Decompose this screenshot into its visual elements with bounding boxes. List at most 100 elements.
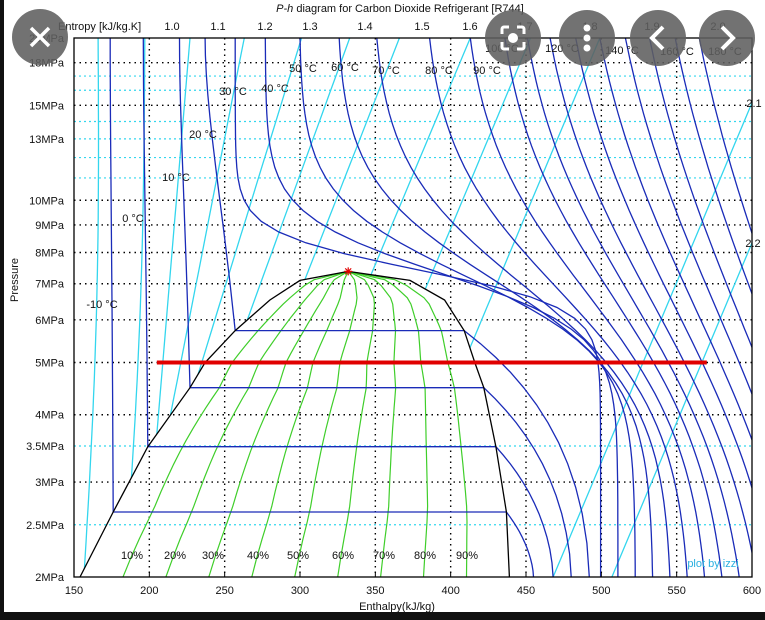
y-tick-label: 5MPa [35, 358, 65, 370]
isotherm-label: 30 °C [219, 86, 247, 98]
entropy-label: 1.5 [414, 21, 429, 33]
y-tick-label: 6MPa [35, 315, 65, 327]
lens-search-icon [500, 25, 526, 51]
chevron-left-icon [649, 25, 665, 51]
quality-line [165, 270, 349, 577]
x-axis-label: Enthalpy(kJ/kg) [359, 601, 435, 613]
isentrope-line [303, 38, 532, 577]
y-tick-label: 13MPa [29, 134, 65, 146]
quality-label: 50% [287, 550, 309, 562]
entropy-label: 1.4 [357, 21, 372, 33]
isotherm-line [504, 38, 723, 577]
isentrope-line [144, 38, 191, 577]
isotherm-line [648, 38, 752, 350]
isentrope-line [123, 38, 146, 577]
quality-line [348, 270, 468, 577]
next-image-button[interactable] [699, 10, 755, 66]
y-tick-label: 3.5MPa [26, 441, 65, 453]
chevron-right-icon [720, 25, 736, 51]
x-tick-label: 150 [65, 585, 83, 597]
x-tick-label: 400 [441, 585, 459, 597]
isotherm-label: 50 °C [289, 63, 317, 75]
isotherm-label: 80 °C [425, 65, 453, 77]
isotherm-line [526, 38, 740, 577]
x-tick-label: 250 [215, 585, 233, 597]
x-tick-label: 600 [743, 585, 761, 597]
isotherm-line [376, 38, 671, 577]
x-tick-label: 300 [291, 585, 309, 597]
x-tick-label: 200 [140, 585, 158, 597]
isotherm-line [469, 38, 706, 577]
y-tick-label: 3MPa [35, 477, 65, 489]
x-tick-label: 450 [517, 585, 535, 597]
close-icon [29, 26, 51, 48]
quality-line [337, 270, 376, 577]
isentrope-line [611, 38, 752, 577]
entropy-axis-label: Entropy [kJ/kg.K] [58, 21, 141, 33]
isotherm-label: 70 °C [372, 65, 400, 77]
isotherm-line [428, 38, 688, 577]
isentrope-line [135, 38, 303, 577]
quality-line [122, 270, 349, 577]
isentrope-line [187, 38, 401, 577]
quality-line [251, 271, 349, 577]
previous-image-button[interactable] [630, 10, 686, 66]
quality-label: 40% [247, 550, 269, 562]
y-tick-label: 9MPa [35, 220, 65, 232]
critical-point-marker [344, 267, 353, 276]
isotherm-line [549, 38, 752, 556]
isotherm-line [599, 38, 752, 442]
entropy-label: 1.2 [257, 21, 272, 33]
entropy-label: 1.1 [210, 21, 225, 33]
quality-label: 60% [332, 550, 354, 562]
chart-title-rest: diagram for Carbon Dioxide Refrigerant [… [293, 3, 524, 15]
isentrope-line [138, 38, 245, 577]
y-tick-label: 15MPa [29, 100, 65, 112]
y-axis-label: Pressure [9, 258, 21, 302]
more-options-button[interactable] [559, 10, 615, 66]
entropy-label: 1.3 [302, 21, 317, 33]
quality-label: 70% [373, 550, 395, 562]
x-tick-label: 500 [592, 585, 610, 597]
isotherm-label: 10 °C [162, 172, 190, 184]
x-tick-label: 550 [667, 585, 685, 597]
quality-label: 90% [456, 550, 478, 562]
plot-area [40, 38, 752, 577]
plot-frame [73, 37, 753, 578]
isotherm-line [109, 38, 535, 577]
more-vertical-icon [583, 24, 591, 52]
isentrope-line [243, 38, 471, 577]
chart-title-italic: P-h [276, 3, 293, 15]
y-tick-label: 4MPa [35, 410, 65, 422]
y-tick-label: 7MPa [35, 279, 65, 291]
isotherm-label: 40 °C [261, 83, 289, 95]
quality-line [208, 270, 349, 577]
entropy-label: 2.2 [745, 238, 760, 250]
isotherm-line [624, 38, 752, 396]
quality-label: 20% [164, 550, 186, 562]
isotherm-line [698, 38, 752, 236]
quality-line [348, 270, 429, 577]
y-tick-label: 2.5MPa [26, 520, 65, 532]
isentrope-line [552, 38, 752, 577]
credit-label: plot by izzi [687, 558, 738, 570]
quality-label: 30% [202, 550, 224, 562]
isotherm-line [204, 38, 590, 577]
isotherm-label: 20 °C [189, 129, 217, 141]
isotherm-line [142, 38, 554, 577]
isotherm-line [234, 38, 602, 577]
y-tick-label: 2MPa [35, 572, 65, 584]
isotherm-line [264, 38, 619, 577]
entropy-label: 2.1 [746, 98, 761, 110]
isentrope-line [40, 38, 52, 577]
isotherm-label: 60 °C [331, 62, 359, 74]
isotherm-label: -10 °C [86, 299, 117, 311]
quality-label: 80% [414, 550, 436, 562]
isotherm-label: 140 °C [605, 45, 639, 57]
close-button[interactable] [12, 9, 68, 65]
isentrope-line [83, 38, 100, 577]
lens-search-button[interactable] [485, 10, 541, 66]
quality-label: 10% [121, 550, 143, 562]
x-tick-label: 350 [366, 585, 384, 597]
